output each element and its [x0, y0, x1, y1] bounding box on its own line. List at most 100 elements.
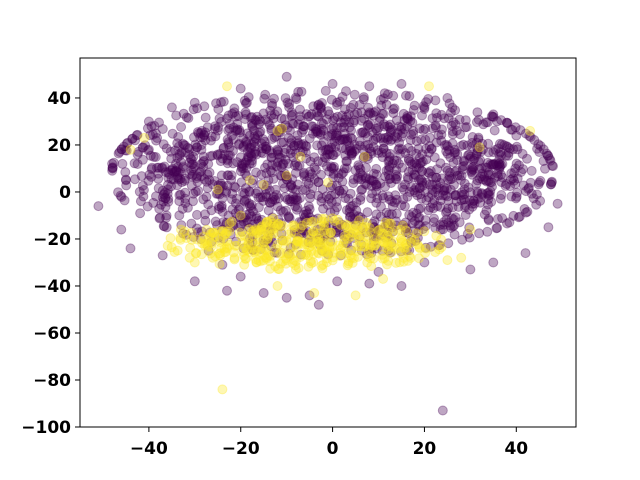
data-point-s1-334: [327, 255, 338, 266]
data-point-s0-361: [227, 108, 238, 119]
data-point-s1-238: [419, 226, 430, 237]
data-point-s0-423: [351, 144, 362, 154]
data-point-s0-1386: [300, 215, 311, 226]
data-point-s0-1126: [546, 177, 557, 188]
data-point-s0-1289: [385, 135, 396, 146]
data-point-s0-1543: [381, 99, 392, 110]
data-point-s0-1216: [277, 159, 288, 170]
data-point-s0-202: [286, 180, 297, 191]
data-point-s0-460: [150, 128, 161, 139]
data-point-s1-8: [234, 227, 245, 238]
data-point-s0-1391: [403, 174, 414, 185]
data-point-s0-340: [402, 191, 413, 202]
data-point-s0-1179: [383, 219, 394, 230]
data-point-s0-918: [281, 205, 291, 216]
data-point-s1-357: [220, 247, 231, 257]
data-point-s0-644: [353, 172, 364, 183]
data-point-s0-1463: [276, 137, 287, 148]
data-point-s0-861: [400, 179, 410, 190]
data-point-s1-399: [414, 243, 425, 254]
data-point-s0-341: [460, 200, 471, 211]
data-point-s0-535: [339, 221, 350, 232]
data-point-s0-1599: [440, 140, 450, 151]
data-point-s0-912: [276, 170, 287, 181]
data-point-s0-585: [232, 125, 243, 136]
data-point-s0-179: [371, 181, 382, 192]
data-point-s0-1421: [305, 237, 316, 248]
data-point-s0-1328: [113, 187, 124, 198]
data-point-s0-264: [172, 138, 183, 149]
data-point-s1-359: [281, 235, 292, 246]
data-point-s0-1532: [385, 148, 396, 159]
data-point-s0-1617: [534, 147, 545, 157]
data-point-s0-1553: [347, 147, 358, 158]
data-point-s0-1211: [468, 195, 479, 206]
data-point-s0-701: [221, 113, 232, 124]
data-point-s0-441: [263, 228, 274, 239]
data-point-s0-817: [384, 194, 395, 205]
data-point-s0-1580: [260, 141, 271, 152]
data-point-s0-1248: [497, 158, 508, 169]
data-point-s0-593: [418, 125, 429, 136]
data-point-s0-1529: [438, 190, 448, 201]
data-point-s0-1342: [381, 132, 391, 143]
data-point-s0-899: [497, 139, 507, 150]
data-point-s0-595: [265, 220, 276, 231]
data-point-s0-1088: [501, 150, 511, 161]
data-point-s0-923: [383, 221, 394, 231]
data-point-s0-974: [340, 104, 350, 115]
data-point-s0-1443: [244, 158, 255, 169]
data-point-s1-76: [265, 215, 276, 226]
data-point-s0-654: [160, 201, 171, 212]
data-point-s0-301: [259, 136, 270, 147]
data-point-s0-125: [344, 117, 355, 128]
data-point-s0-302: [460, 115, 471, 126]
data-point-s0-1460: [427, 189, 437, 200]
data-point-s0-565: [315, 102, 326, 113]
data-point-s0-769: [324, 149, 335, 160]
data-point-s0-981: [483, 194, 494, 205]
data-point-s0-7: [430, 223, 441, 233]
data-point-s0-680: [379, 88, 390, 99]
data-point-s1-47: [240, 253, 251, 264]
data-point-s0-1232: [495, 147, 506, 158]
data-point-s0-1039: [272, 201, 283, 212]
data-point-s0-1252: [167, 128, 178, 139]
data-point-s0-117: [142, 201, 153, 212]
data-point-s0-219: [496, 169, 506, 180]
y-tick-label: −20: [33, 230, 71, 250]
data-point-s0-1311: [325, 236, 336, 247]
data-point-s0-1546: [420, 134, 431, 145]
data-point-s0-997: [479, 171, 490, 182]
data-point-s0-786: [306, 169, 317, 180]
data-point-s0-1434: [432, 112, 442, 123]
data-point-s1-72: [175, 234, 186, 245]
data-point-s0-411: [241, 97, 252, 108]
data-point-s0-1375: [488, 159, 499, 170]
data-point-s0-98: [384, 174, 395, 185]
data-point-s0-1003: [363, 119, 374, 130]
data-point-s0-1624: [396, 281, 407, 291]
data-point-s0-662: [467, 201, 478, 212]
data-point-s0-1270: [255, 126, 266, 137]
data-point-s0-634: [295, 228, 306, 239]
data-point-s0-855: [280, 171, 291, 182]
data-point-s0-1515: [289, 141, 299, 151]
data-point-s0-120: [428, 203, 439, 214]
data-point-s0-942: [245, 112, 256, 123]
data-point-s0-15: [127, 133, 138, 144]
data-point-s0-1486: [322, 161, 332, 172]
data-point-s0-542: [219, 150, 230, 160]
data-point-s0-549: [223, 110, 234, 121]
data-point-s0-866: [256, 214, 267, 225]
data-point-s0-446: [386, 134, 397, 145]
data-point-s0-1381: [154, 203, 165, 214]
data-point-s0-391: [415, 183, 425, 194]
data-point-s0-793: [193, 227, 203, 238]
data-point-s0-1447: [222, 170, 233, 181]
data-point-s1-356: [274, 264, 285, 275]
data-point-s0-13: [213, 204, 224, 214]
data-point-s0-994: [371, 163, 382, 174]
data-point-s0-1279: [175, 157, 186, 168]
data-point-s0-504: [323, 249, 334, 260]
